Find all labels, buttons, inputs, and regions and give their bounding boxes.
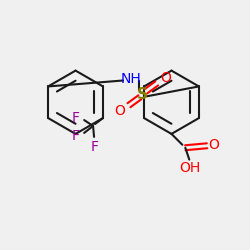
Text: NH: NH xyxy=(120,72,141,86)
Text: F: F xyxy=(91,140,99,154)
Text: F: F xyxy=(71,111,79,125)
Text: O: O xyxy=(208,138,220,152)
Text: S: S xyxy=(137,87,148,102)
Text: O: O xyxy=(160,70,171,85)
Text: O: O xyxy=(114,104,126,118)
Text: OH: OH xyxy=(180,160,201,174)
Text: F: F xyxy=(71,129,79,143)
